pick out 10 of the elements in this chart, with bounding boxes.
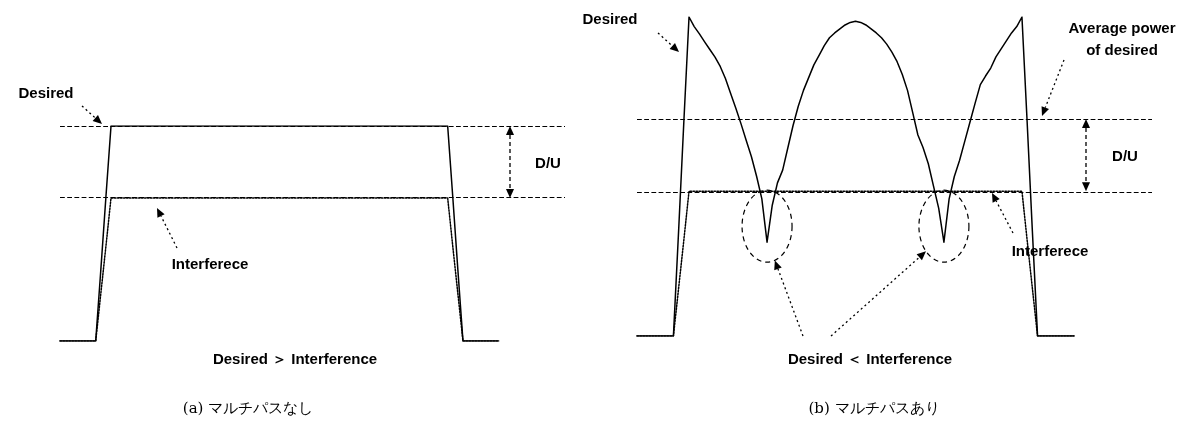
- annotation: Average power of desired: [1068, 18, 1176, 58]
- text: Desired ＞ Interference: [212, 349, 378, 367]
- text: (b) マルチパスあり: [808, 399, 940, 417]
- text: (a) マルチパスなし: [182, 399, 314, 417]
- annotation: D/U: [1112, 146, 1138, 164]
- annotation: Interferece: [171, 254, 249, 272]
- annotation: Desired: [582, 9, 638, 27]
- text: Desired: [18, 83, 74, 101]
- annotation: D/U: [535, 153, 561, 171]
- text: Desired ＜ Interference: [787, 349, 953, 367]
